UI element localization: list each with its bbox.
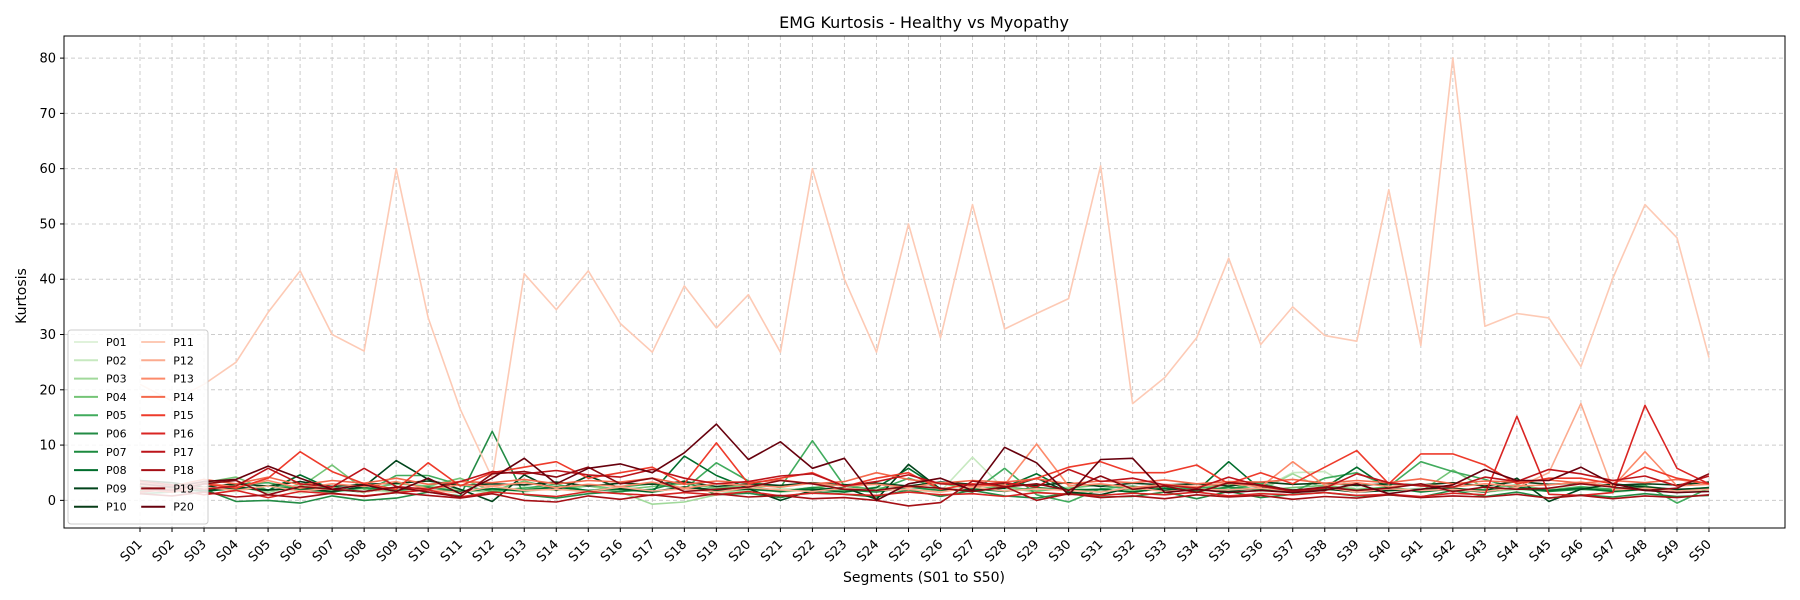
series-lines [139,57,1710,507]
legend-label: P03 [106,373,127,386]
y-axis-ticks: 0 10 20 30 40 50 60 70 80 [39,52,64,509]
legend-label: P20 [173,501,194,514]
y-tick-label: 70 [39,107,56,122]
legend-label: P04 [106,391,127,404]
grid [64,36,1785,528]
legend-label: P02 [106,354,127,367]
legend-box [67,329,209,525]
legend-label: P08 [106,464,127,477]
y-axis-label: Kurtosis [14,268,30,324]
legend-label: P11 [173,336,194,349]
y-tick-label: 80 [39,52,56,67]
series-line-p18 [139,480,1710,507]
series-line-p20 [139,423,1710,502]
legend-label: P12 [173,354,194,367]
y-tick-label: 40 [39,273,56,288]
legend-label: P01 [106,336,127,349]
legend-label: P14 [173,391,194,404]
legend-label: P06 [106,428,127,441]
y-tick-label: 60 [39,162,56,177]
legend-label: P15 [173,409,194,422]
legend-label: P18 [173,464,194,477]
y-tick-label: 30 [39,328,56,343]
legend-label: P16 [173,428,194,441]
series-line-p05 [139,439,1710,504]
legend-label: P13 [173,373,194,386]
y-tick-label: 0 [48,494,56,509]
series-line-p17 [139,467,1710,493]
legend-label: P07 [106,446,127,459]
legend-label: P17 [173,446,194,459]
series-line-p19 [139,466,1710,498]
legend-label: P09 [106,482,127,495]
chart-title: EMG Kurtosis - Healthy vs Myopathy [779,13,1069,32]
y-tick-label: 50 [39,217,56,232]
x-axis-label: Segments (S01 to S50) [843,570,1005,586]
y-tick-label: 20 [39,383,56,398]
plot-frame [63,35,1786,529]
series-line-p11 [139,57,1710,480]
series-line-p09 [139,459,1710,503]
legend-label: P10 [106,501,127,514]
legend-label: P05 [106,409,127,422]
legend: P01 P02 P03 P04 P05 P06 P07 P08 P09 P10 P11 P12 P13 P… [67,329,209,525]
series-line-p16 [139,404,1710,499]
legend-label: P19 [173,482,194,495]
y-tick-label: 10 [39,439,56,454]
